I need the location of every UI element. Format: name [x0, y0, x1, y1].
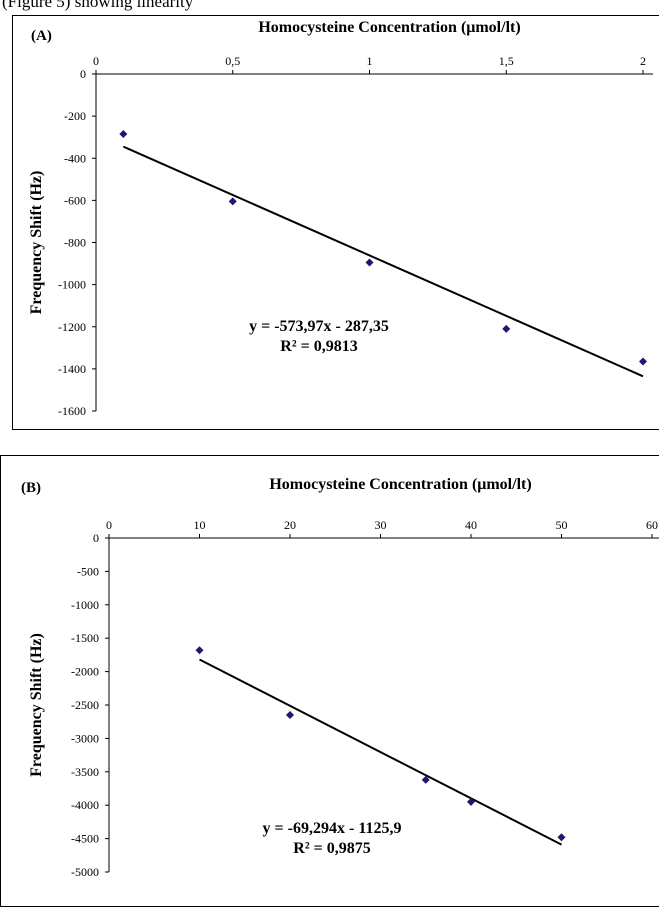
data-point-a — [639, 357, 647, 366]
x-tick-label-b: 40 — [465, 518, 477, 532]
y-tick-label-a: -600 — [64, 193, 86, 207]
trendline-b — [199, 658, 562, 846]
y-tick-label-b: 0 — [93, 531, 99, 545]
x-tick-label-b: 60 — [646, 518, 658, 532]
chart-panel-a: (A) Homocysteine Concentration (μmol/lt) F… — [12, 15, 659, 430]
x-tick-label-b: 0 — [106, 518, 112, 532]
x-axis-title-a: Homocysteine Concentration (μmol/lt) — [258, 19, 520, 36]
y-tick-label-b: -2000 — [71, 665, 99, 679]
chart-b-svg: (B) Homocysteine Concentration (μmol/lt) F… — [21, 476, 659, 879]
data-point-a — [365, 258, 374, 267]
r-squared-label-b: R² = 0,9875 — [293, 840, 370, 857]
x-tick-label-b: 30 — [375, 518, 387, 532]
x-tick-label-a: 0,5 — [225, 54, 240, 68]
data-point-b — [467, 797, 475, 806]
trendline-equation-b: y = -69,294x - 1125,9 — [263, 820, 402, 837]
caption-fragment: (Figure 5) showing linearity — [2, 0, 194, 11]
chart-panel-b: (B) Homocysteine Concentration (μmol/lt) F… — [0, 455, 659, 907]
y-axis-title-b: Frequency Shift (Hz) — [28, 633, 45, 777]
r-squared-label-a: R² = 0,9813 — [280, 338, 357, 355]
y-tick-label-a: -400 — [64, 151, 86, 165]
chart-a-svg: (A) Homocysteine Concentration (μmol/lt) F… — [28, 19, 653, 418]
y-tick-label-a: 0 — [80, 67, 86, 81]
data-point-b — [286, 711, 294, 720]
x-tick-label-a: 1 — [367, 54, 373, 68]
y-tick-label-a: -1200 — [58, 320, 86, 334]
x-tick-label-a: 1,5 — [499, 54, 514, 68]
data-point-b — [421, 775, 430, 784]
y-tick-label-b: -3500 — [71, 765, 99, 779]
x-tick-label-b: 20 — [284, 518, 296, 532]
x-tick-label-a: 0 — [93, 54, 99, 68]
panel-label-b: (B) — [21, 480, 41, 496]
trendline-a — [122, 145, 644, 378]
data-point-a — [502, 324, 511, 333]
y-tick-label-b: -500 — [77, 564, 99, 578]
y-tick-label-b: -2500 — [71, 698, 99, 712]
x-axis-title-b: Homocysteine Concentration (μmol/lt) — [269, 476, 531, 493]
y-tick-label-a: -1600 — [58, 404, 86, 418]
y-tick-label-a: -1000 — [58, 278, 86, 292]
x-tick-label-a: 2 — [640, 54, 646, 68]
y-tick-label-b: -1500 — [71, 631, 99, 645]
x-tick-label-b: 10 — [194, 518, 206, 532]
panel-label-a: (A) — [31, 28, 52, 44]
y-tick-label-a: -800 — [64, 236, 86, 250]
y-tick-label-b: -5000 — [71, 865, 99, 879]
y-tick-label-a: -1400 — [58, 362, 86, 376]
data-point-b — [557, 833, 566, 842]
data-point-a — [228, 197, 237, 206]
y-tick-label-b: -3000 — [71, 731, 99, 745]
y-tick-label-b: -4000 — [71, 798, 99, 812]
y-tick-label-a: -200 — [64, 109, 86, 123]
y-axis-title-a: Frequency Shift (Hz) — [28, 171, 45, 315]
trendline-equation-a: y = -573,97x - 287,35 — [249, 318, 389, 335]
y-tick-label-b: -4500 — [71, 832, 99, 846]
x-tick-label-b: 50 — [556, 518, 568, 532]
y-tick-label-b: -1000 — [71, 598, 99, 612]
data-point-a — [119, 130, 128, 139]
data-point-b — [195, 646, 204, 655]
